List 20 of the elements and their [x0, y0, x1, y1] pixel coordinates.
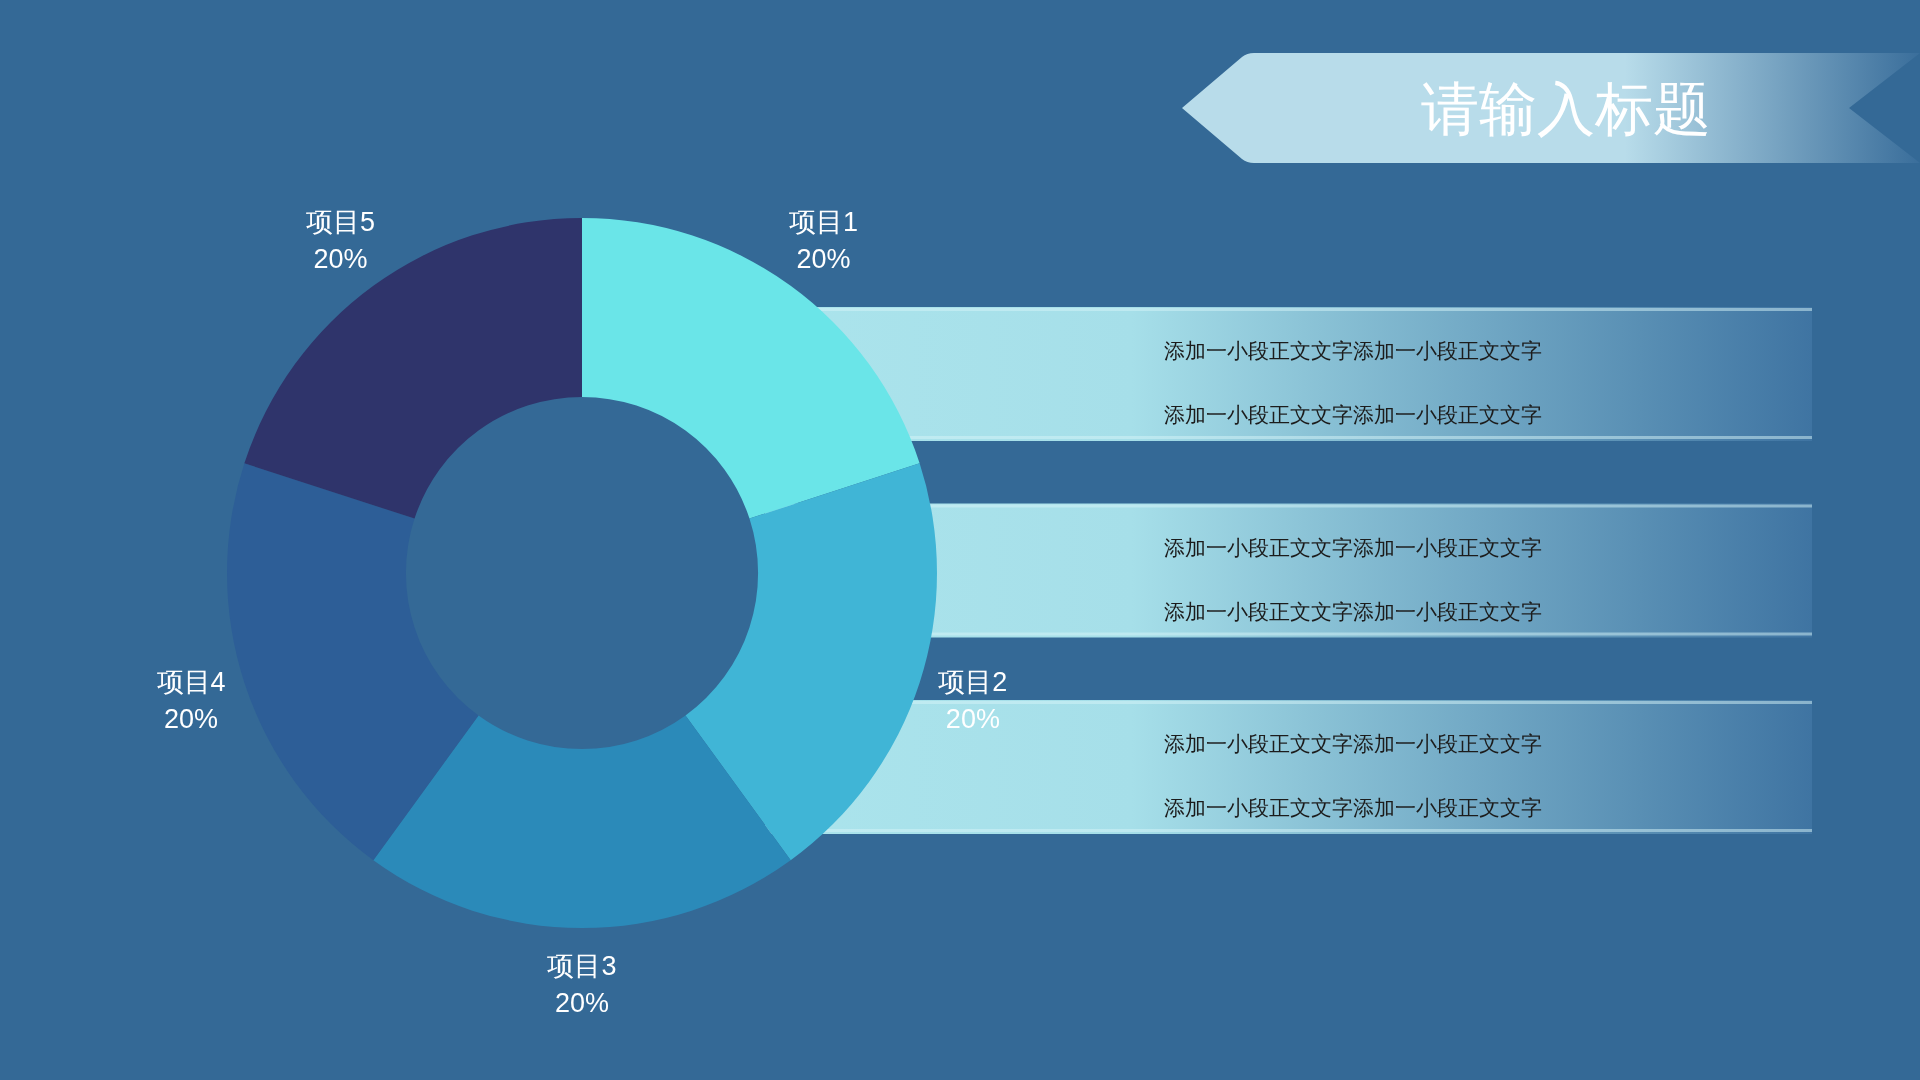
text: 请输入标题 — [1421, 75, 1711, 141]
text: 添加一小段正文文字添加一小段正文文字 — [1164, 338, 1542, 362]
data-label: 20% — [554, 988, 610, 1018]
data-label: 20% — [164, 704, 219, 735]
slice-label: 项目3 — [547, 951, 617, 981]
text: 添加一小段正文文字添加一小段正文文字 — [1164, 731, 1542, 755]
slice-label: 项目5 — [305, 207, 375, 238]
donut-slice — [685, 463, 937, 861]
slice-label: 项目2 — [938, 667, 1008, 698]
text: 添加一小段正文文字添加一小段正文文字 — [1164, 599, 1542, 622]
data-label: 20% — [313, 244, 368, 275]
data-label: 20% — [796, 244, 851, 275]
text: 添加一小段正文文字添加一小段正文文字 — [1164, 402, 1542, 426]
slice-label: 项目1 — [789, 207, 859, 238]
donut-slice — [227, 463, 479, 861]
text: 添加一小段正文文字添加一小段正文文字 — [1164, 535, 1542, 558]
text: 添加一小段正文文字添加一小段正文文字 — [1164, 795, 1542, 819]
donut-slice — [373, 715, 791, 928]
data-label: 20% — [945, 704, 1000, 735]
slice-label: 项目4 — [156, 667, 226, 698]
